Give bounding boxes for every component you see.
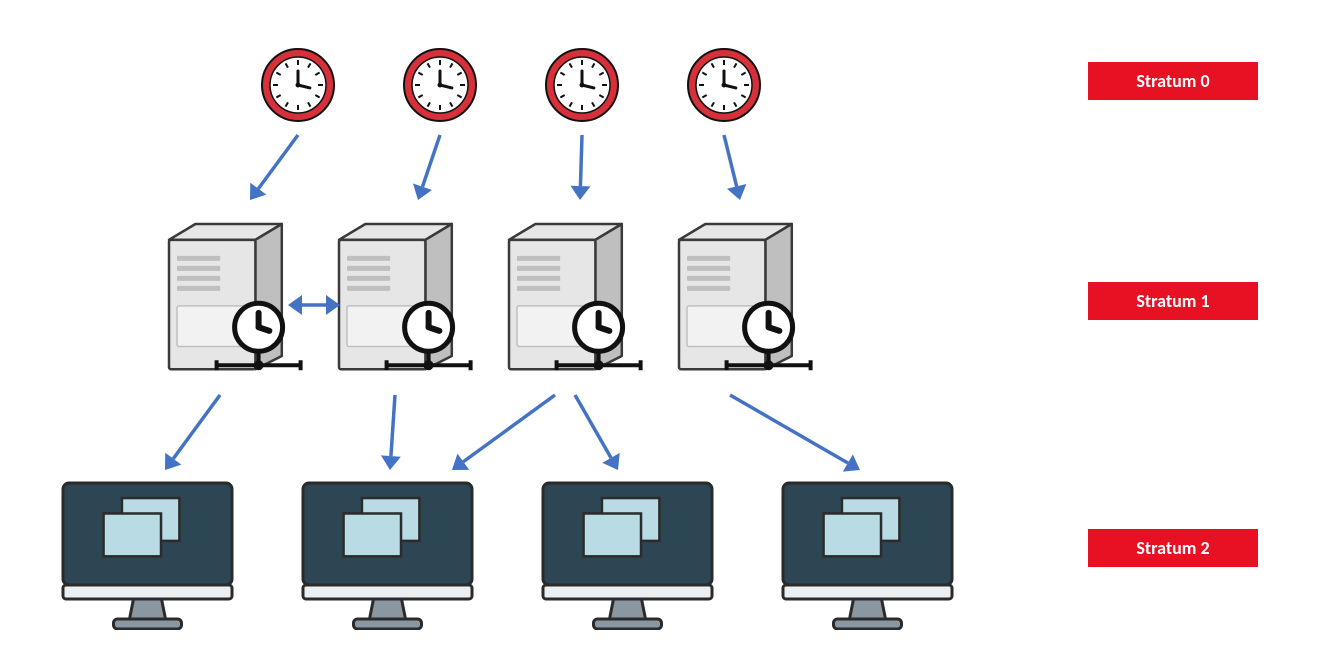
client-monitor-icon <box>540 480 715 630</box>
clock-icon <box>261 48 335 122</box>
arrow-icon <box>712 377 878 488</box>
stratum-0-label: Stratum 0 <box>1088 62 1258 100</box>
arrow-icon <box>400 117 458 218</box>
arrow-icon <box>147 377 238 488</box>
stratum-1-label: Stratum 1 <box>1088 282 1258 320</box>
client-monitor-icon <box>300 480 475 630</box>
arrow-icon <box>557 377 636 488</box>
arrow-icon <box>562 117 600 218</box>
clock-icon <box>403 48 477 122</box>
clock-icon <box>545 48 619 122</box>
diagram-canvas: { "type": "network", "background_color":… <box>0 0 1337 653</box>
arrow-icon <box>372 377 413 488</box>
arrow-icon <box>434 377 573 488</box>
arrow-icon <box>706 117 758 218</box>
arrow-icon <box>232 117 316 218</box>
client-monitor-icon <box>780 480 955 630</box>
stratum-2-label: Stratum 2 <box>1088 529 1258 567</box>
arrow-double-icon <box>270 287 358 323</box>
clock-icon <box>687 48 761 122</box>
client-monitor-icon <box>60 480 235 630</box>
